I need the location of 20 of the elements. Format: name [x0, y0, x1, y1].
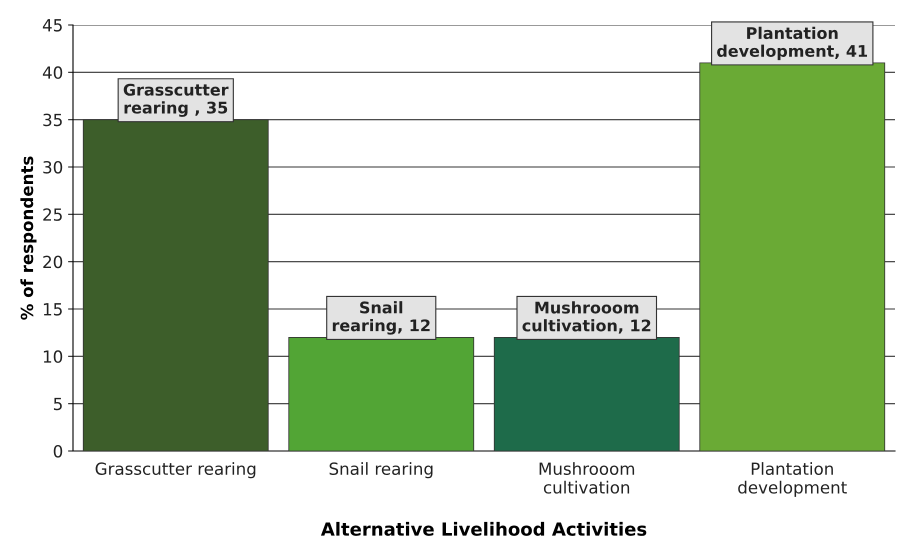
data-label: Plantation development, 41: [717, 26, 868, 60]
x-axis-title: Alternative Livelihood Activities: [320, 522, 646, 536]
y-tick-label: 15: [44, 303, 62, 316]
y-tick-label: 5: [54, 398, 62, 410]
data-label: Grasscutter rearing , 35: [124, 84, 229, 117]
y-tick-label: 30: [43, 160, 62, 174]
x-tick-label: Grasscutter rearing: [96, 462, 256, 478]
y-tick-label: 0: [54, 444, 62, 458]
y-tick-label: 20: [43, 256, 62, 268]
y-tick-label: 45: [42, 19, 62, 32]
x-tick-label: Mushrooom cultivation: [540, 462, 634, 494]
y-tick-label: 10: [44, 350, 62, 363]
y-axis-title: % of respondents: [20, 156, 37, 320]
y-tick-label: 35: [43, 114, 62, 126]
y-tick-label: 25: [43, 208, 62, 221]
x-tick-label: Plantation development: [738, 462, 847, 497]
data-label: Snail rearing, 12: [332, 301, 430, 335]
x-tick-label: Snail rearing: [330, 462, 432, 478]
y-tick-label: 40: [42, 66, 62, 79]
data-label: Mushrooom cultivation, 12: [522, 301, 650, 334]
